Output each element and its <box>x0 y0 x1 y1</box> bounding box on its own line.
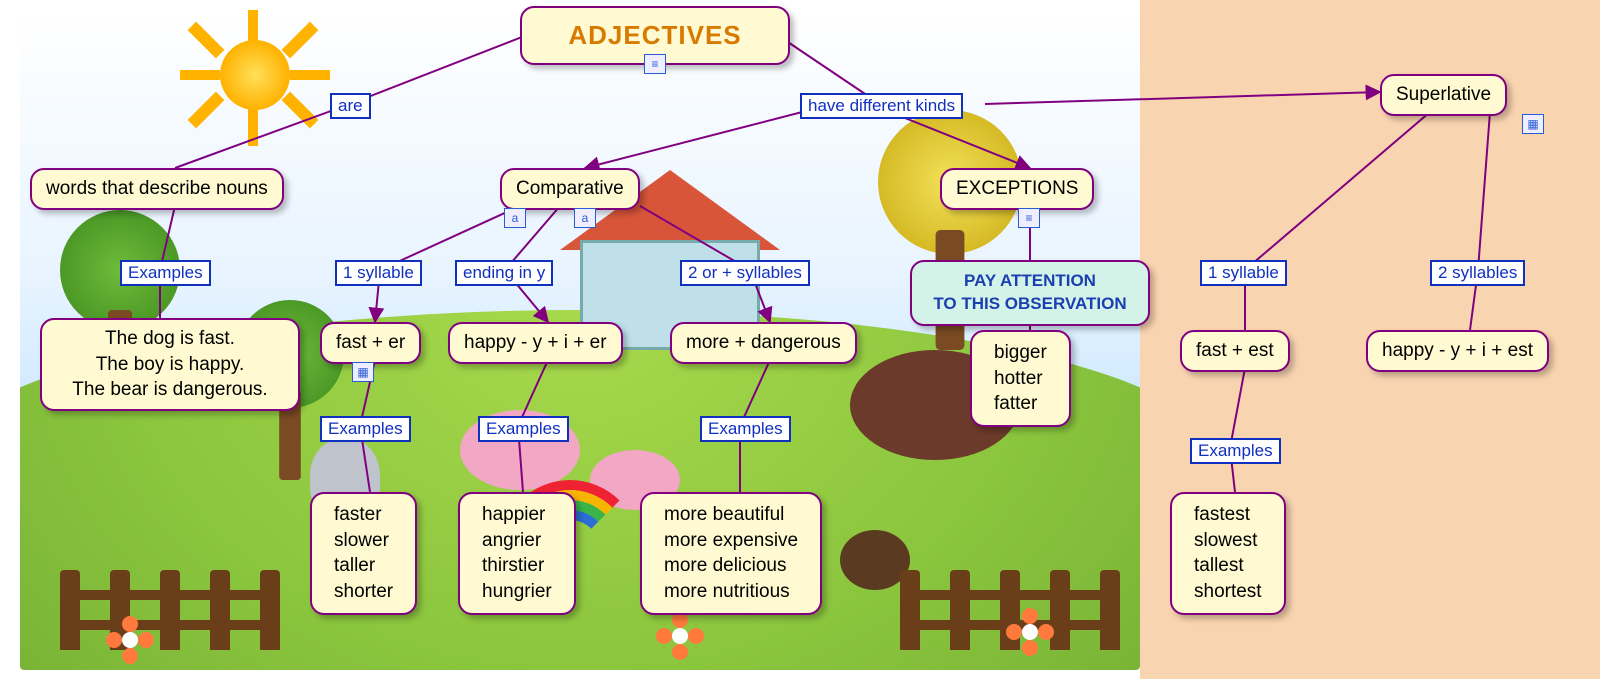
note-icon[interactable]: a <box>504 208 526 228</box>
note-icon[interactable]: ▦ <box>352 362 374 382</box>
link-have-different-kinds: have different kinds <box>800 93 963 119</box>
note-icon[interactable]: a <box>574 208 596 228</box>
node-superlative[interactable]: Superlative <box>1380 74 1507 116</box>
node-examples-ier[interactable]: happierangrierthirstierhungrier <box>458 492 576 615</box>
flower-icon <box>110 620 150 660</box>
note-icon[interactable]: ≡ <box>644 54 666 74</box>
node-comparative[interactable]: Comparative <box>500 168 640 210</box>
link-2-or-more-syllables: 2 or + syllables <box>680 260 810 286</box>
link-2-syllables: 2 syllables <box>1430 260 1525 286</box>
node-describe[interactable]: words that describe nouns <box>30 168 284 210</box>
note-icon[interactable]: ▦ <box>1522 114 1544 134</box>
link-are: are <box>330 93 371 119</box>
link-examples: Examples <box>320 416 411 442</box>
node-examples-er[interactable]: fasterslowertallershorter <box>310 492 417 615</box>
link-1-syllable: 1 syllable <box>335 260 422 286</box>
link-examples: Examples <box>120 260 211 286</box>
flower-icon <box>1010 612 1050 652</box>
link-ending-in-y: ending in y <box>455 260 553 286</box>
node-examples-est[interactable]: fastestslowesttallestshortest <box>1170 492 1286 615</box>
node-superlative-1syl[interactable]: fast + est <box>1180 330 1290 372</box>
node-rule-1syllable[interactable]: fast + er <box>320 322 421 364</box>
link-1-syllable: 1 syllable <box>1200 260 1287 286</box>
node-example-sentences[interactable]: The dog is fast.The boy is happy.The bea… <box>40 318 300 411</box>
node-exceptions[interactable]: EXCEPTIONS <box>940 168 1094 210</box>
link-examples: Examples <box>478 416 569 442</box>
node-examples-more[interactable]: more beautifulmore expensivemore delicio… <box>640 492 822 615</box>
note-icon[interactable]: ≡ <box>1018 208 1040 228</box>
node-exceptions-examples[interactable]: biggerhotterfatter <box>970 330 1071 427</box>
node-observation[interactable]: PAY ATTENTIONTO THIS OBSERVATION <box>910 260 1150 326</box>
node-rule-ending-y[interactable]: happy - y + i + er <box>448 322 623 364</box>
flower-icon <box>660 616 700 656</box>
fence-icon <box>60 570 280 650</box>
sun-icon <box>220 40 290 110</box>
link-examples: Examples <box>700 416 791 442</box>
node-superlative-2syl[interactable]: happy - y + i + est <box>1366 330 1549 372</box>
node-rule-more[interactable]: more + dangerous <box>670 322 857 364</box>
link-examples: Examples <box>1190 438 1281 464</box>
